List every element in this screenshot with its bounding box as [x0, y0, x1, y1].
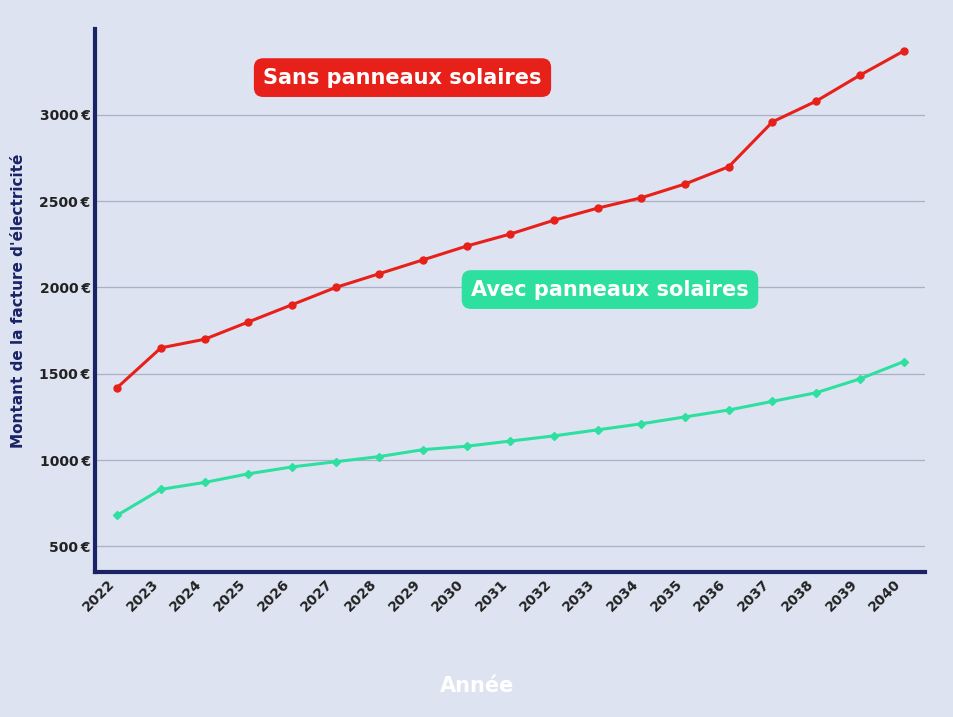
Text: Avec panneaux solaires: Avec panneaux solaires — [471, 280, 748, 300]
Y-axis label: Montant de la facture d'électricité: Montant de la facture d'électricité — [10, 153, 26, 447]
Text: Année: Année — [439, 676, 514, 696]
Text: Sans panneaux solaires: Sans panneaux solaires — [263, 67, 541, 87]
